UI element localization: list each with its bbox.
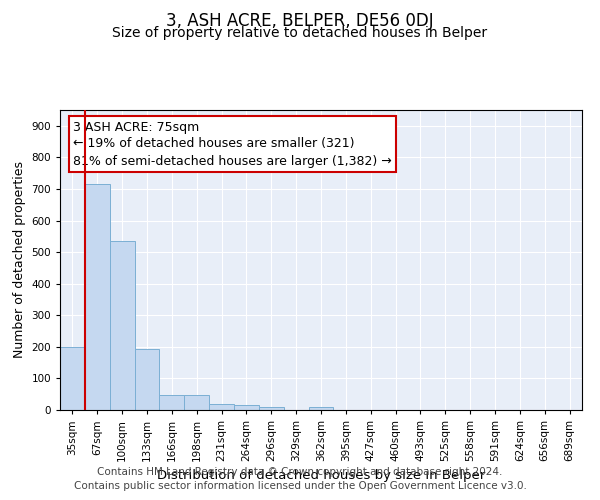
Text: 3 ASH ACRE: 75sqm
← 19% of detached houses are smaller (321)
81% of semi-detache: 3 ASH ACRE: 75sqm ← 19% of detached hous… — [73, 120, 392, 168]
Bar — [60, 347, 85, 410]
Bar — [209, 404, 234, 410]
Text: 3, ASH ACRE, BELPER, DE56 0DJ: 3, ASH ACRE, BELPER, DE56 0DJ — [166, 12, 434, 30]
Bar — [160, 395, 184, 410]
Bar — [184, 395, 209, 410]
Text: Size of property relative to detached houses in Belper: Size of property relative to detached ho… — [112, 26, 488, 40]
Bar — [110, 241, 134, 410]
Bar — [85, 184, 110, 410]
Bar — [308, 408, 334, 410]
Bar — [234, 406, 259, 410]
Bar — [259, 407, 284, 410]
Bar — [134, 350, 160, 410]
Text: Contains HM Land Registry data © Crown copyright and database right 2024.
Contai: Contains HM Land Registry data © Crown c… — [74, 467, 526, 491]
Text: Distribution of detached houses by size in Belper: Distribution of detached houses by size … — [157, 470, 485, 482]
Y-axis label: Number of detached properties: Number of detached properties — [13, 162, 26, 358]
